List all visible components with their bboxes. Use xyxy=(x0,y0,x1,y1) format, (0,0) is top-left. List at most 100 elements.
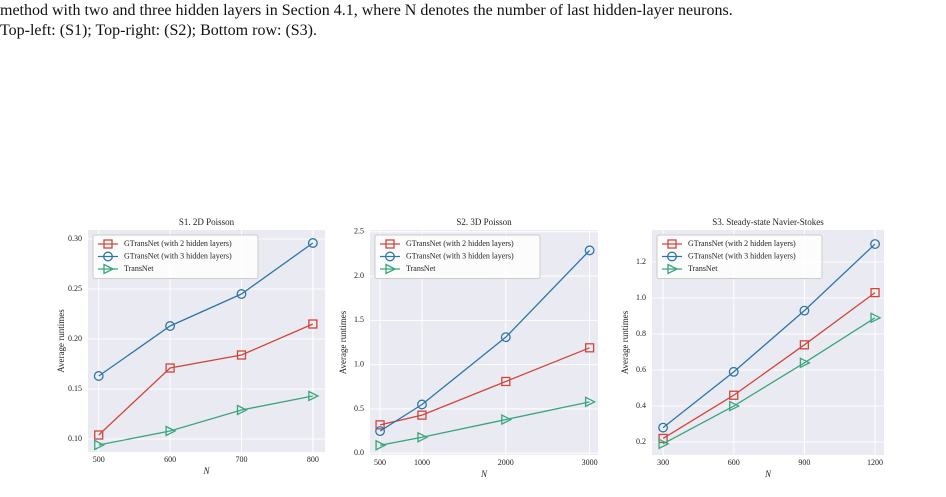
legend-label: GTransNet (with 2 hidden layers) xyxy=(124,239,232,248)
y-tick-label: 0.2 xyxy=(636,437,646,446)
marker xyxy=(728,366,739,377)
marker xyxy=(103,263,115,275)
legend-label: GTransNet (with 2 hidden layers) xyxy=(406,239,514,248)
marker xyxy=(658,422,669,433)
x-tick-label: 1200 xyxy=(867,458,883,467)
series-line xyxy=(98,395,313,446)
y-tick-label: 0.20 xyxy=(68,334,82,343)
y-tick-label: 0.25 xyxy=(68,284,82,293)
y-tick-label: 1.2 xyxy=(636,257,646,266)
legend-box xyxy=(656,234,823,279)
legend-label: GTransNet (with 3 hidden layers) xyxy=(688,251,796,260)
marker xyxy=(93,371,104,381)
x-axis-label: N xyxy=(202,466,210,476)
y-tick-label: 2.0 xyxy=(354,271,364,280)
series-line xyxy=(98,323,314,436)
series-line xyxy=(662,317,876,445)
caption-line: method with two and three hidden layers … xyxy=(0,2,733,19)
y-axis-label: Average runtimes xyxy=(620,310,630,374)
marker xyxy=(375,420,385,430)
y-tick-label: 1.0 xyxy=(636,293,646,302)
marker xyxy=(500,332,511,343)
x-axis-label: N xyxy=(480,469,488,479)
marker xyxy=(308,390,320,402)
chart-title: S2. 3D Poisson xyxy=(456,217,512,227)
legend-box xyxy=(92,234,259,279)
marker xyxy=(417,410,427,420)
x-tick-label: 900 xyxy=(798,458,810,467)
legend-box xyxy=(374,234,541,279)
legend-label: GTransNet (with 2 hidden layers) xyxy=(688,239,796,248)
marker xyxy=(307,238,318,248)
marker xyxy=(799,340,810,350)
marker xyxy=(94,430,104,440)
marker xyxy=(870,312,882,324)
x-tick-label: 300 xyxy=(657,458,669,467)
marker xyxy=(103,251,113,262)
marker xyxy=(667,263,679,275)
marker xyxy=(236,404,248,416)
y-tick-label: 0.15 xyxy=(68,384,82,393)
marker xyxy=(385,251,395,262)
marker xyxy=(103,239,113,249)
y-tick-label: 1.5 xyxy=(354,315,364,324)
marker xyxy=(729,390,739,400)
marker xyxy=(584,245,595,256)
y-tick-label: 0.8 xyxy=(636,329,646,338)
y-axis-label: Average runtimes xyxy=(338,310,348,374)
marker xyxy=(375,426,386,437)
marker xyxy=(501,414,513,426)
legend-label: GTransNet (with 3 hidden layers) xyxy=(124,251,232,260)
x-tick-label: 2000 xyxy=(498,458,514,467)
marker xyxy=(417,431,429,443)
legend-label: TransNet xyxy=(124,264,154,273)
marker xyxy=(165,363,175,373)
legend-label: TransNet xyxy=(406,264,436,273)
x-axis-label: N xyxy=(764,469,772,479)
marker xyxy=(165,425,177,437)
marker xyxy=(308,319,318,329)
marker xyxy=(799,357,811,369)
marker xyxy=(667,251,677,262)
chart-title: S3. Steady-state Navier-Stokes xyxy=(712,217,824,227)
x-tick-label: 3000 xyxy=(582,458,598,467)
legend-label: GTransNet (with 3 hidden layers) xyxy=(406,251,514,260)
marker xyxy=(658,433,668,444)
series-line xyxy=(98,242,314,377)
caption-line: Top-left: (S1); Top-right: (S2); Bottom … xyxy=(0,22,317,39)
y-tick-label: 0.4 xyxy=(636,401,646,410)
series-line xyxy=(379,347,590,426)
marker xyxy=(501,376,511,387)
series-line xyxy=(379,401,590,446)
marker xyxy=(385,263,397,275)
y-tick-label: 0.5 xyxy=(354,404,364,413)
marker xyxy=(236,289,247,299)
marker xyxy=(729,400,741,412)
y-tick-label: 0.10 xyxy=(68,434,82,443)
marker xyxy=(658,438,670,450)
y-axis-label: Average runtimes xyxy=(56,309,66,373)
x-tick-label: 600 xyxy=(728,458,740,467)
y-tick-label: 0.6 xyxy=(636,365,646,374)
marker xyxy=(799,305,810,316)
y-tick-label: 0.30 xyxy=(68,234,82,243)
x-tick-label: 500 xyxy=(374,458,386,467)
x-tick-label: 500 xyxy=(93,455,105,464)
x-tick-label: 700 xyxy=(235,455,247,464)
marker xyxy=(165,321,176,331)
x-tick-label: 1000 xyxy=(414,458,430,467)
marker xyxy=(385,239,395,249)
marker xyxy=(870,287,880,298)
marker xyxy=(375,439,387,451)
series-line xyxy=(662,243,876,429)
marker xyxy=(236,350,247,360)
y-tick-label: 0.0 xyxy=(354,448,364,457)
y-tick-label: 2.5 xyxy=(354,227,364,236)
x-tick-label: 600 xyxy=(164,455,176,464)
chart-title: S1. 2D Poisson xyxy=(179,217,235,227)
marker xyxy=(417,399,427,410)
marker xyxy=(584,343,595,353)
series-line xyxy=(379,249,591,432)
